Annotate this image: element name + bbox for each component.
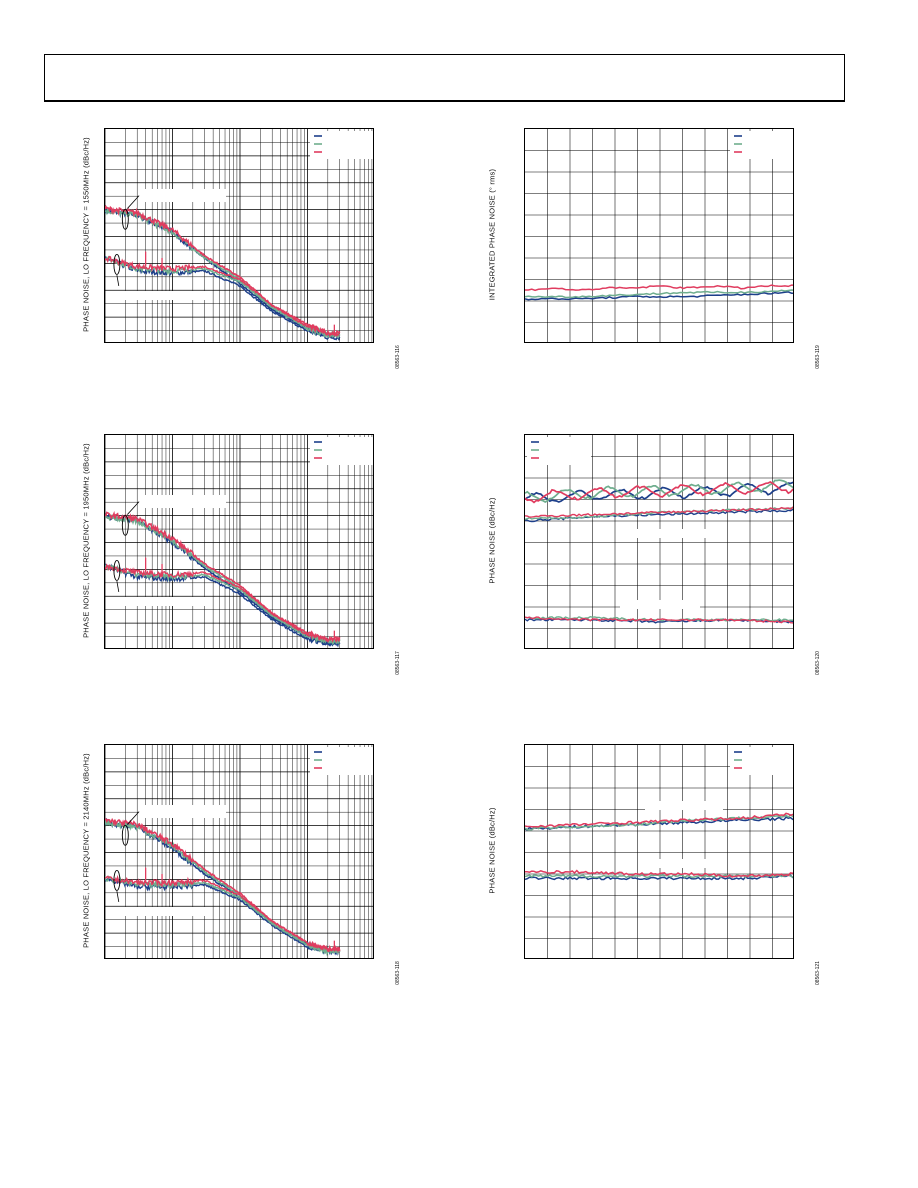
plot-area — [524, 434, 794, 649]
series-line-blue-lower — [105, 255, 341, 341]
annotation-box-lower — [111, 907, 211, 916]
spur-group — [144, 867, 336, 950]
callout-leader-upper — [127, 195, 140, 209]
annotation-box-lower — [111, 291, 211, 300]
series-line-red-low — [525, 616, 793, 624]
series-group — [525, 479, 793, 624]
chart-panel-2: PHASE NOISE, LO FREQUENCY = 1950MHz (dBc… — [60, 428, 420, 688]
y-axis-label: INTEGRATED PHASE NOISE (° rms) — [487, 168, 497, 301]
page-header-box — [44, 54, 845, 102]
chart-svg — [525, 435, 793, 648]
figure-id: 08563-119 — [815, 345, 821, 369]
y-axis-label: PHASE NOISE (dBc/Hz) — [487, 497, 497, 584]
callout-leader-lower — [116, 581, 120, 593]
series-line-blue-wavy — [525, 481, 793, 503]
chart-svg — [105, 745, 373, 958]
callout-ellipse-upper — [121, 824, 129, 846]
y-axis-label: PHASE NOISE (dBc/Hz) — [487, 807, 497, 894]
series-line-green — [525, 289, 793, 299]
figure-id: 08563-117 — [395, 651, 401, 675]
series-line-red-lower — [105, 874, 340, 952]
series-line-red-lower — [105, 563, 341, 644]
plot-area — [104, 744, 374, 959]
legend — [310, 747, 373, 775]
plot-area — [524, 744, 794, 959]
chart-svg — [525, 745, 793, 958]
callout-ellipse-upper — [121, 514, 129, 536]
legend — [730, 131, 793, 159]
annotation-box-lower — [645, 859, 723, 868]
series-line-red-upper — [525, 812, 793, 829]
series-line-green-lower — [105, 564, 341, 645]
spur-group — [144, 557, 336, 640]
series-line-blue-lower — [525, 874, 793, 881]
plot-area — [104, 128, 374, 343]
legend — [310, 437, 373, 465]
chart-svg — [105, 129, 373, 342]
annotation-box-upper — [138, 495, 226, 508]
grid — [105, 745, 373, 958]
callout-leader-lower — [116, 891, 120, 903]
chart-panel-5: PHASE NOISE (dBc/Hz) 08563-120 — [480, 428, 840, 688]
legend — [527, 437, 591, 465]
callout-ellipse-upper — [121, 208, 129, 230]
series-group — [525, 812, 793, 881]
annotation-box-lower — [620, 600, 700, 609]
grid — [105, 435, 373, 648]
spur-group — [144, 251, 336, 334]
chart-panel-4: INTEGRATED PHASE NOISE (° rms) 08563-119 — [480, 122, 840, 382]
y-axis-label: PHASE NOISE, LO FREQUENCY = 1950MHz (dBc… — [81, 443, 91, 638]
series-group — [525, 284, 793, 301]
legend-box — [730, 131, 793, 159]
callout-leader-upper — [127, 811, 140, 825]
series-group — [105, 817, 341, 957]
figure-id: 08563-116 — [395, 345, 401, 369]
callout-leader-lower — [116, 275, 120, 287]
figure-id: 08563-121 — [815, 961, 821, 985]
y-axis-label: PHASE NOISE, LO FREQUENCY = 2140MHz (dBc… — [81, 753, 91, 948]
y-axis-label: PHASE NOISE, LO FREQUENCY = 1550MHz (dBc… — [81, 137, 91, 332]
series-line-red-upper — [105, 204, 341, 338]
series-line-red-wavy — [525, 481, 793, 504]
annotation-box-upper — [645, 801, 723, 810]
grid — [105, 129, 373, 342]
chart-panel-3: PHASE NOISE, LO FREQUENCY = 2140MHz (dBc… — [60, 738, 420, 998]
series-line-red-lower — [525, 869, 793, 878]
plot-area — [104, 434, 374, 649]
plot-area — [524, 128, 794, 343]
chart-panel-1: PHASE NOISE, LO FREQUENCY = 1550MHz (dBc… — [60, 122, 420, 382]
series-line-green-lower — [525, 874, 793, 879]
series-group — [105, 204, 341, 341]
annotation-box-lower — [111, 597, 211, 606]
callout-ellipse-lower — [113, 253, 121, 275]
grid — [525, 745, 793, 958]
series-line-red-upper — [105, 510, 341, 643]
legend-box — [310, 131, 373, 159]
series-line-red-flat — [525, 506, 793, 518]
figure-id: 08563-120 — [815, 651, 821, 675]
annotation-box-upper — [620, 529, 710, 538]
legend — [730, 747, 793, 775]
annotation-box-upper — [138, 805, 226, 818]
legend — [310, 131, 373, 159]
chart-svg — [525, 129, 793, 342]
grid — [525, 129, 793, 342]
callout-leader-upper — [127, 501, 140, 515]
annotation-box-upper — [138, 189, 226, 202]
figure-id: 08563-118 — [395, 961, 401, 985]
chart-svg — [105, 435, 373, 648]
series-group — [105, 510, 341, 648]
series-line-blue — [525, 291, 793, 301]
series-line-red-lower — [105, 255, 341, 337]
callout-ellipse-lower — [113, 869, 121, 891]
series-line-red — [525, 284, 793, 292]
series-line-green-wavy — [525, 479, 793, 503]
callout-ellipse-lower — [113, 559, 121, 581]
chart-panel-6: PHASE NOISE (dBc/Hz) 08563-121 — [480, 738, 840, 998]
grid — [525, 435, 793, 648]
